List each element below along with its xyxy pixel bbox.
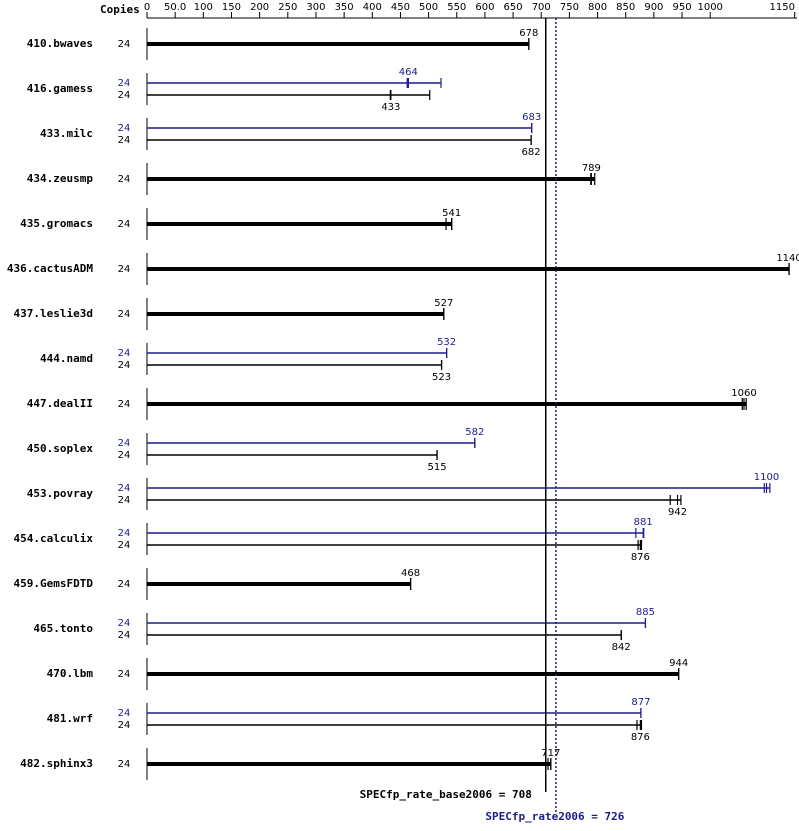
copies: 24 <box>118 759 131 770</box>
value-label: 1140 <box>776 253 799 264</box>
x-tick-label: 700 <box>532 2 551 13</box>
x-tick-label: 400 <box>363 2 382 13</box>
value-label: 468 <box>401 568 420 579</box>
value-label: 678 <box>519 28 538 39</box>
benchmark-name: 454.calculix <box>14 532 94 545</box>
copies: 24 <box>118 540 131 551</box>
x-tick-label: 300 <box>306 2 325 13</box>
value-label: 541 <box>442 208 461 219</box>
value-label: 944 <box>669 658 688 669</box>
benchmark-name: 410.bwaves <box>27 37 93 50</box>
value-label: 881 <box>634 517 653 528</box>
benchmark-name: 437.leslie3d <box>14 307 93 320</box>
benchmark-name: 435.gromacs <box>20 217 93 230</box>
value-label: 582 <box>465 427 484 438</box>
value-label: 842 <box>612 642 631 653</box>
x-tick-label: 950 <box>672 2 691 13</box>
x-tick-label: 0 <box>144 2 150 13</box>
benchmark-name: 470.lbm <box>47 667 94 680</box>
copies: 24 <box>118 618 131 629</box>
copies: 24 <box>118 450 131 461</box>
copies: 24 <box>118 438 131 449</box>
copies: 24 <box>118 348 131 359</box>
x-tick-label: 1150 <box>770 2 795 13</box>
x-tick-label: 50.0 <box>164 2 186 13</box>
copies: 24 <box>118 720 131 731</box>
benchmark-name: 447.dealII <box>27 397 93 410</box>
value-label: 527 <box>434 298 453 309</box>
value-label: 876 <box>631 732 650 743</box>
copies: 24 <box>118 78 131 89</box>
copies: 24 <box>118 708 131 719</box>
copies: 24 <box>118 174 131 185</box>
benchmark-name: 482.sphinx3 <box>20 757 93 770</box>
value-label: 1060 <box>731 388 756 399</box>
benchmark-name: 433.milc <box>40 127 93 140</box>
copies: 24 <box>118 495 131 506</box>
value-label: 464 <box>399 67 418 78</box>
copies: 24 <box>118 90 131 101</box>
x-tick-label: 600 <box>475 2 494 13</box>
benchmark-name: 453.povray <box>27 487 94 500</box>
x-tick-label: 200 <box>250 2 269 13</box>
value-label: 683 <box>522 112 541 123</box>
copies-header: Copies <box>100 3 140 16</box>
x-tick-label: 450 <box>391 2 410 13</box>
value-label: 876 <box>631 552 650 563</box>
benchmark-name: 416.gamess <box>27 82 93 95</box>
value-label: 523 <box>432 372 451 383</box>
copies: 24 <box>118 579 131 590</box>
x-tick-label: 900 <box>644 2 663 13</box>
value-label: 1100 <box>754 472 779 483</box>
benchmark-name: 481.wrf <box>47 712 93 725</box>
x-tick-label: 150 <box>222 2 241 13</box>
x-tick-label: 250 <box>278 2 297 13</box>
copies: 24 <box>118 39 131 50</box>
value-label: 717 <box>541 748 560 759</box>
copies: 24 <box>118 219 131 230</box>
benchmark-name: 459.GemsFDTD <box>14 577 94 590</box>
copies: 24 <box>118 360 131 371</box>
value-label: 532 <box>437 337 456 348</box>
value-label: 515 <box>428 462 447 473</box>
copies: 24 <box>118 123 131 134</box>
copies: 24 <box>118 399 131 410</box>
copies: 24 <box>118 483 131 494</box>
benchmark-name: 436.cactusADM <box>7 262 93 275</box>
copies: 24 <box>118 528 131 539</box>
value-label: 877 <box>631 697 650 708</box>
value-label: 942 <box>668 507 687 518</box>
benchmark-name: 465.tonto <box>33 622 93 635</box>
x-tick-label: 750 <box>560 2 579 13</box>
peak-mean-label: SPECfp_rate2006 = 726 <box>485 810 624 823</box>
value-label: 433 <box>381 102 400 113</box>
x-tick-label: 650 <box>504 2 523 13</box>
x-tick-label: 800 <box>588 2 607 13</box>
copies: 24 <box>118 630 131 641</box>
x-tick-label: 850 <box>616 2 635 13</box>
value-label: 885 <box>636 607 655 618</box>
copies: 24 <box>118 669 131 680</box>
x-tick-label: 550 <box>447 2 466 13</box>
x-tick-label: 500 <box>419 2 438 13</box>
x-tick-label: 350 <box>335 2 354 13</box>
benchmark-name: 450.soplex <box>27 442 94 455</box>
value-label: 682 <box>522 147 541 158</box>
copies: 24 <box>118 135 131 146</box>
value-label: 789 <box>582 163 601 174</box>
benchmark-name: 444.namd <box>40 352 93 365</box>
x-tick-label: 1000 <box>697 2 722 13</box>
base-mean-label: SPECfp_rate_base2006 = 708 <box>360 788 532 801</box>
copies: 24 <box>118 264 131 275</box>
copies: 24 <box>118 309 131 320</box>
x-tick-label: 100 <box>194 2 213 13</box>
benchmark-name: 434.zeusmp <box>27 172 94 185</box>
